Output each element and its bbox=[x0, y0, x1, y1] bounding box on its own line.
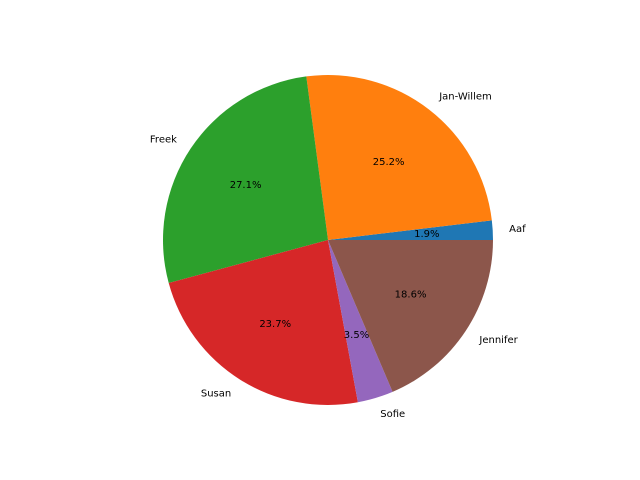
slice-percent-jan-willem: 25.2% bbox=[373, 157, 405, 168]
slice-label-aaf: Aaf bbox=[509, 224, 526, 235]
slice-label-sofie: Sofie bbox=[380, 409, 405, 420]
slice-label-jennifer: Jennifer bbox=[478, 335, 518, 346]
slice-percent-sofie: 3.5% bbox=[344, 330, 369, 341]
pie-slice-sofie bbox=[328, 240, 393, 403]
slice-percent-freek: 27.1% bbox=[230, 180, 262, 191]
pie-slice-jan-willem bbox=[306, 75, 492, 240]
pie-outer-labels: Aaf Jan-Willem Freek Susan Sofie Jennifer bbox=[150, 92, 526, 420]
pie-slice-jennifer bbox=[328, 240, 493, 392]
pie-slice-freek bbox=[163, 76, 328, 284]
slice-label-susan: Susan bbox=[201, 389, 231, 400]
pie-slice-aaf bbox=[328, 220, 494, 240]
pie-slice-susan bbox=[168, 240, 358, 405]
slice-label-jan-willem: Jan-Willem bbox=[438, 92, 492, 103]
slice-percent-susan: 23.7% bbox=[259, 319, 291, 330]
slice-percent-aaf: 1.9% bbox=[414, 229, 439, 240]
pie-percent-labels: 1.9% 25.2% 27.1% 23.7% 3.5% 18.6% bbox=[230, 157, 440, 341]
slice-label-freek: Freek bbox=[150, 134, 177, 145]
pie-slices bbox=[163, 75, 494, 405]
slice-percent-jennifer: 18.6% bbox=[395, 290, 427, 301]
